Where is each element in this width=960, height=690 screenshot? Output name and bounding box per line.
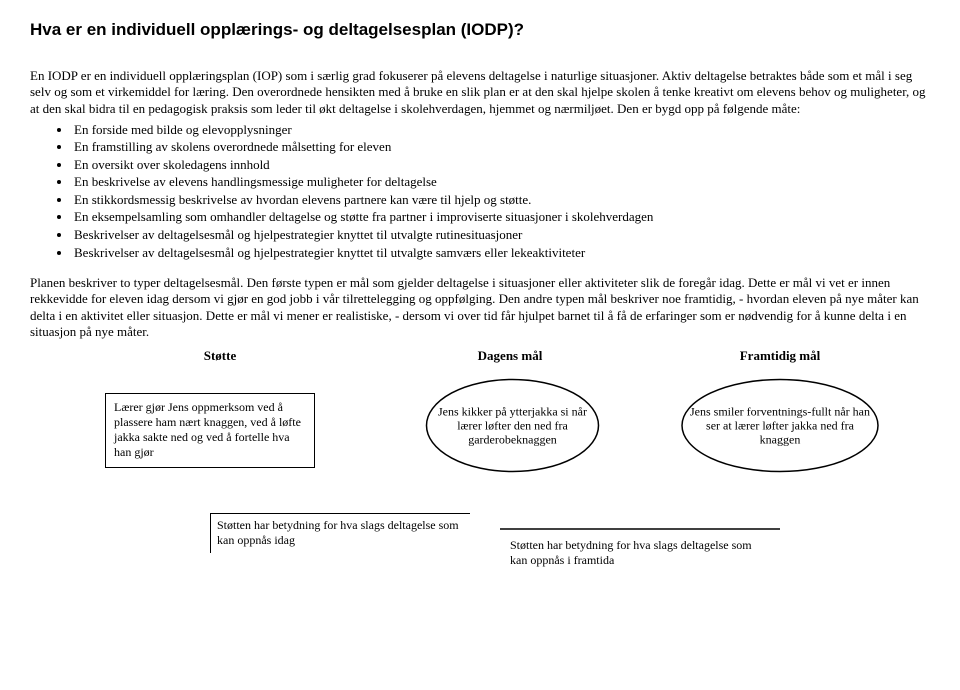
caption-today: Støtten har betydning for hva slags delt… xyxy=(217,518,459,547)
list-item: En beskrivelse av elevens handlingsmessi… xyxy=(72,173,930,191)
list-item: En eksempelsamling som omhandler deltage… xyxy=(72,208,930,226)
future-goal-ellipse: Jens smiler forventnings-fullt når han s… xyxy=(680,378,880,473)
page-title: Hva er en individuell opplærings- og del… xyxy=(30,20,930,40)
list-item: En forside med bilde og elevopplysninger xyxy=(72,121,930,139)
explain-paragraph: Planen beskriver to typer deltagelsesmål… xyxy=(30,275,930,340)
column-heading-today: Dagens mål xyxy=(450,348,570,364)
diagram: Støtte Dagens mål Framtidig mål Lærer gj… xyxy=(30,348,930,578)
list-item: Beskrivelser av deltagelsesmål og hjelpe… xyxy=(72,244,930,262)
caption-box-1: Støtten har betydning for hva slags delt… xyxy=(210,513,470,553)
intro-paragraph: En IODP er en individuell opplæringsplan… xyxy=(30,68,930,117)
bullet-list: En forside med bilde og elevopplysninger… xyxy=(30,121,930,261)
caption-future: Støtten har betydning for hva slags delt… xyxy=(510,538,770,568)
list-item: Beskrivelser av deltagelsesmål og hjelpe… xyxy=(72,226,930,244)
support-box: Lærer gjør Jens oppmerksom ved å plasser… xyxy=(105,393,315,468)
today-goal-text: Jens kikker på ytterjakka si når lærer l… xyxy=(425,404,600,447)
future-goal-text: Jens smiler forventnings-fullt når han s… xyxy=(680,404,880,447)
today-goal-ellipse: Jens kikker på ytterjakka si når lærer l… xyxy=(425,378,600,473)
list-item: En oversikt over skoledagens innhold xyxy=(72,156,930,174)
column-heading-future: Framtidig mål xyxy=(710,348,850,364)
list-item: En framstilling av skolens overordnede m… xyxy=(72,138,930,156)
column-heading-support: Støtte xyxy=(180,348,260,364)
list-item: En stikkordsmessig beskrivelse av hvorda… xyxy=(72,191,930,209)
